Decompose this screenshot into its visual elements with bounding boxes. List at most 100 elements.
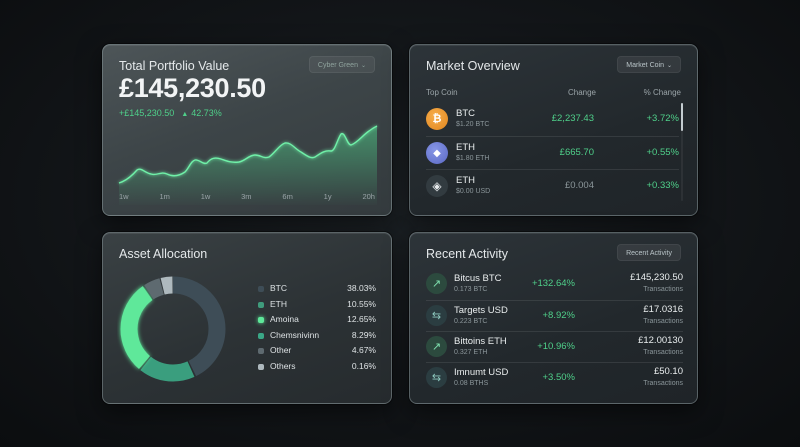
bitcoin-icon: ₿ [426,108,448,130]
activity-sub: 0.173 BTC [454,286,488,293]
x-tick[interactable]: 1y [323,192,332,201]
legend-item[interactable]: Amoina 12.65% [258,314,376,330]
legend-item[interactable]: Others 0.16% [258,361,376,377]
legend-item[interactable]: ETH 10.55% [258,299,376,315]
legend-label: Amoina [270,314,299,324]
activity-amount: £145,230.50 [630,272,683,283]
header-change[interactable]: Change [567,88,596,97]
header-pct-change[interactable]: % Change [643,88,681,97]
x-tick[interactable]: 6m [282,192,293,201]
coin-change: £2,237.43 [551,113,594,124]
activity-amount: £50.10 [653,366,683,377]
activity-sub: 0.223 BTC [454,318,488,325]
activity-name: Imnumt USD [454,367,509,378]
activity-title: Recent Activity [426,247,508,261]
portfolio-value: £145,230.50 [119,73,266,103]
legend-value: 12.65% [347,314,376,324]
activity-pct: +8.92% [542,310,576,321]
coin-name: ETH [456,142,475,153]
activity-pct: +10.96% [537,341,575,352]
ethereum-icon: ◆ [426,142,448,164]
coin-name: BTC [456,108,475,119]
coin-change: £665.70 [559,147,594,158]
x-tick[interactable]: 1m [159,192,170,201]
legend-value: 10.55% [347,298,376,309]
activity-tx-label: Transactions [643,318,683,325]
coin-pct-change: +3.72% [646,113,680,124]
activity-tx-label: Transactions [643,349,683,356]
triangle-up-icon: ▲ [181,111,189,118]
market-row[interactable]: ◆ ETH $1.80 ETH £665.70 +0.55% [426,136,679,169]
donut-segment-btc[interactable] [120,276,226,382]
legend-item[interactable]: Other 4.67% [258,345,376,361]
x-tick[interactable]: 3m [241,192,252,201]
ethereum-outline-icon: ◈ [426,175,448,197]
x-tick[interactable]: 1w [119,192,129,201]
coin-pct-change: +0.33% [646,180,680,191]
theme-dropdown-label: Cyber Green [317,62,358,69]
x-axis: 1w 1m 1w 3m 6m 1y 20h [119,192,375,201]
allocation-title: Asset Allocation [119,247,208,261]
activity-sub: 0.327 ETH [454,349,488,356]
legend-value: 38.03% [347,283,376,293]
legend-label: ETH [270,298,287,309]
delta-value: +£145,230.50 [119,108,175,118]
activity-amount: £12.00130 [638,335,683,346]
x-tick[interactable]: 1w [200,192,211,201]
activity-row[interactable]: ⇆ Imnumt USD 0.08 BTHS +3.50% £50.10 Tra… [426,362,683,393]
donut-segment-eth[interactable] [120,276,226,382]
coin-change: £0.004 [564,180,594,191]
coin-name: ETH [456,175,475,186]
coin-sub: $0.00 USD [456,188,491,195]
arrow-up-right-icon: ↗ [426,273,447,294]
legend-swatch [258,332,264,339]
portfolio-line-chart[interactable] [103,115,392,205]
x-tick[interactable]: 20h [362,192,375,201]
activity-name: Targets USD [454,305,508,316]
activity-pct: +3.50% [542,372,576,383]
legend-item[interactable]: BTC 38.03% [258,283,376,299]
coin-pct-change: +0.55% [646,147,680,158]
header-top-coin[interactable]: Top Coin [426,88,458,97]
market-coin-dropdown[interactable]: Market Coin ⌄ [617,56,681,73]
activity-row[interactable]: ↗ Bitcus BTC 0.173 BTC +132.64% £145,230… [426,269,683,300]
activity-pct: +132.64% [531,278,575,289]
swap-arrows-icon: ⇆ [426,367,447,388]
legend-swatch [258,317,264,323]
activity-row[interactable]: ⇆ Targets USD 0.223 BTC +8.92% £17.0316 … [426,300,683,331]
legend-item[interactable]: Chemsnivinn 8.29% [258,330,376,346]
legend-value: 8.29% [351,329,376,340]
donut-segment-amoina[interactable] [120,276,226,382]
theme-dropdown[interactable]: Cyber Green ⌄ [308,56,375,73]
recent-activity-button[interactable]: Recent Activity [617,244,681,261]
activity-tx-label: Transactions [643,380,683,387]
portfolio-title: Total Portfolio Value [119,59,230,73]
activity-tx-label: Transactions [643,286,683,293]
swap-arrows-icon: ⇆ [426,305,447,326]
legend-swatch [258,348,264,354]
portfolio-delta: +£145,230.50 ▲ 42.73% [119,108,222,118]
legend-value: 4.67% [351,345,376,355]
market-row[interactable]: ₿ BTC $1.20 BTC £2,237.43 +3.72% [426,103,679,136]
allocation-donut-chart[interactable] [117,273,229,385]
legend-swatch [258,301,264,308]
activity-sub: 0.08 BTHS [454,380,489,387]
delta-pct: 42.73% [191,108,222,118]
chevron-down-icon: ⌄ [666,63,672,69]
market-dropdown-label: Market Coin [626,62,664,69]
market-scrollbar[interactable] [681,103,683,201]
legend-swatch [258,363,264,370]
market-overview-card: Market Overview Market Coin ⌄ Top Coin Ch… [409,44,698,216]
legend-swatch [258,286,264,292]
chevron-down-icon: ⌄ [360,63,366,69]
recent-activity-card: Recent Activity Recent Activity ↗ Bitcus… [409,232,698,404]
arrow-up-right-icon: ↗ [426,336,447,357]
allocation-legend: BTC 38.03% ETH 10.55% Amoina 12.65% Chem… [258,283,376,376]
activity-name: Bitcus BTC [454,273,502,284]
activity-row[interactable]: ↗ Bittoins ETH 0.327 ETH +10.96% £12.001… [426,331,683,362]
market-title: Market Overview [426,59,520,73]
scrollbar-thumb[interactable] [681,103,683,131]
area-fill [119,126,377,205]
asset-allocation-card: Asset Allocation BTC 38.03% ETH 10.55% [102,232,392,404]
market-row[interactable]: ◈ ETH $0.00 USD £0.004 +0.33% [426,169,679,202]
